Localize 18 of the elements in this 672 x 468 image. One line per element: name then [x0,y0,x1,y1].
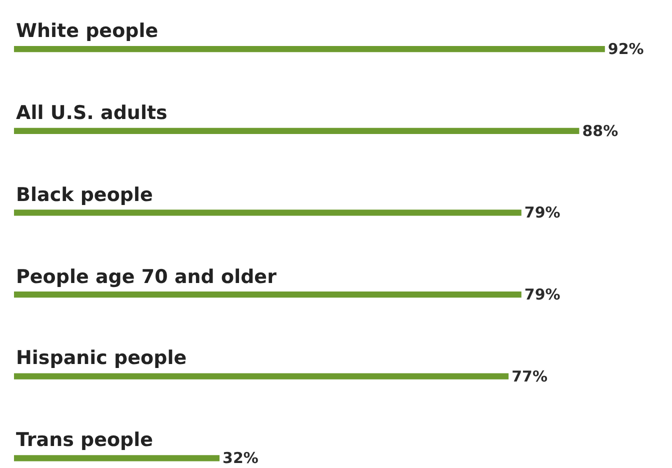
data-label: 32% [222,449,258,468]
y-tick-label: People age 70 and older [16,266,278,288]
data-label: 92% [608,40,644,58]
bar [14,210,522,216]
bar [14,291,522,298]
data-label: 77% [512,367,548,386]
bar [14,373,509,380]
y-tick-label: All U.S. adults [16,102,168,124]
bar [14,128,580,134]
y-tick-label: Trans people [16,429,154,451]
bar [14,46,605,52]
y-tick-label: Hispanic people [16,347,187,369]
bar [14,455,220,462]
data-label: 88% [582,122,618,140]
data-label: 79% [524,204,560,222]
y-tick-label: Black people [16,184,153,206]
y-tick-label: White people [16,20,158,42]
data-label: 79% [524,286,560,304]
